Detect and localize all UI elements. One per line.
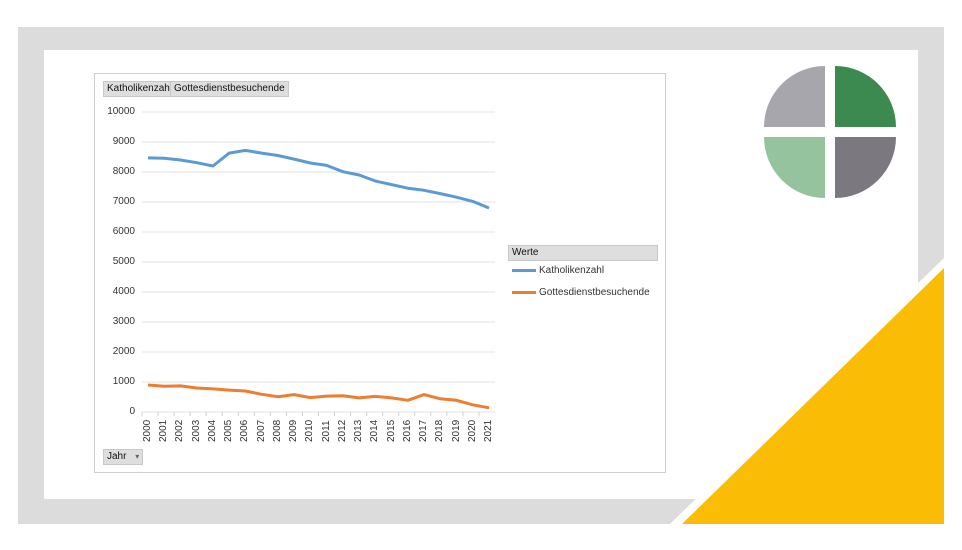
legend-item-gottesdienstbesuchende[interactable]: Gottesdienstbesuchende [512,286,650,300]
data-point-gottesdienstbesuchende-2008[interactable] [275,394,280,399]
data-point-katholikenzahl-2020[interactable] [470,199,475,204]
x-tick-label: 2020 [466,419,478,442]
x-tick-label: 2017 [418,419,430,442]
data-point-katholikenzahl-2003[interactable] [194,160,199,165]
logo-quadrant-top-right [835,66,896,127]
axis-field-label: Jahr [107,451,127,462]
x-tick-label: 2019 [450,419,462,442]
legend-swatch-katholikenzahl [512,268,536,272]
data-point-gottesdienstbesuchende-2001[interactable] [162,384,167,389]
data-point-gottesdienstbesuchende-2018[interactable] [438,396,443,401]
x-tick-label: 2013 [353,419,365,442]
logo [764,66,896,198]
legend-label-gottesdienstbesuchende: Gottesdienstbesuchende [539,287,650,298]
y-tick-label: 4000 [112,286,135,297]
data-point-gottesdienstbesuchende-2021[interactable] [487,405,492,410]
data-point-gottesdienstbesuchende-2009[interactable] [292,392,297,397]
logo-quadrant-bottom-right [835,137,896,198]
data-point-katholikenzahl-2001[interactable] [162,156,167,161]
data-point-gottesdienstbesuchende-2005[interactable] [227,388,232,393]
data-point-gottesdienstbesuchende-2003[interactable] [194,386,199,391]
x-tick-label: 2003 [190,419,202,442]
x-tick-label: 2000 [142,419,153,442]
value-button-gottesdienstbesuchende[interactable]: Gottesdienstbesuchende [170,81,289,97]
data-point-katholikenzahl-2008[interactable] [275,153,280,158]
legend-label-katholikenzahl: Katholikenzahl [539,265,605,276]
x-tick-label: 2009 [288,419,300,442]
data-point-gottesdienstbesuchende-2006[interactable] [243,389,248,394]
data-point-gottesdienstbesuchende-2004[interactable] [210,386,215,391]
data-point-katholikenzahl-2014[interactable] [373,179,378,184]
x-tick-label: 2016 [401,419,413,442]
y-tick-label: 0 [129,406,135,417]
y-tick-label: 6000 [112,226,135,237]
y-tick-label: 2000 [112,346,135,357]
logo-quadrant-top-left [764,66,825,127]
data-point-katholikenzahl-2004[interactable] [210,164,215,169]
data-point-katholikenzahl-2017[interactable] [422,188,427,193]
x-tick-label: 2011 [320,420,332,442]
x-tick-label: 2014 [369,419,381,442]
y-tick-label: 9000 [112,136,135,147]
y-tick-label: 8000 [112,166,135,177]
data-point-katholikenzahl-2006[interactable] [243,148,248,153]
plot-area [141,111,495,416]
data-point-gottesdienstbesuchende-2012[interactable] [340,393,345,398]
data-point-gottesdienstbesuchende-2002[interactable] [178,383,183,388]
data-point-katholikenzahl-2015[interactable] [389,182,394,187]
pivot-chart[interactable]: Katholikenzahl Gottesdienstbesuchende 10… [94,73,666,473]
logo-quadrant-bottom-left [764,137,825,198]
data-point-katholikenzahl-2011[interactable] [324,163,329,168]
x-tick-label: 2005 [223,419,235,442]
x-tick-label: 2001 [158,419,170,442]
x-tick-label: 2012 [336,419,348,442]
x-tick-label: 2018 [434,419,446,442]
y-tick-label: 1000 [112,376,135,387]
x-tick-label: 2021 [483,419,494,442]
x-tick-label: 2010 [304,419,316,442]
data-point-katholikenzahl-2013[interactable] [357,173,362,178]
data-point-gottesdienstbesuchende-2014[interactable] [373,394,378,399]
series-line-gottesdienstbesuchende[interactable] [147,383,490,410]
data-point-katholikenzahl-2016[interactable] [405,186,410,191]
x-tick-label: 2004 [206,419,218,442]
data-point-katholikenzahl-2019[interactable] [454,195,459,200]
dropdown-arrow-icon: ▾ [135,452,140,461]
x-tick-label: 2008 [271,419,283,442]
axis-field-button-jahr[interactable]: Jahr ▾ [103,449,144,465]
legend-swatch-gottesdienstbesuchende [512,290,536,294]
x-tick-label: 2015 [385,419,397,442]
data-point-katholikenzahl-2005[interactable] [227,151,232,156]
data-point-gottesdienstbesuchende-2010[interactable] [308,395,313,400]
data-point-katholikenzahl-2007[interactable] [259,151,264,156]
data-point-katholikenzahl-2018[interactable] [438,191,443,196]
x-tick-label: 2006 [239,419,251,442]
data-point-katholikenzahl-2009[interactable] [292,157,297,162]
value-button-katholikenzahl[interactable]: Katholikenzahl [103,81,177,97]
y-tick-label: 5000 [112,256,135,267]
data-point-gottesdienstbesuchende-2020[interactable] [470,402,475,407]
data-point-gottesdienstbesuchende-2017[interactable] [422,392,427,397]
data-point-gottesdienstbesuchende-2000[interactable] [146,383,151,388]
data-point-katholikenzahl-2000[interactable] [146,155,151,160]
data-point-gottesdienstbesuchende-2007[interactable] [259,392,264,397]
data-point-katholikenzahl-2010[interactable] [308,161,313,166]
data-point-katholikenzahl-2012[interactable] [340,169,345,174]
x-tick-label: 2002 [174,419,186,442]
data-point-katholikenzahl-2002[interactable] [178,158,183,163]
data-point-gottesdienstbesuchende-2016[interactable] [405,398,410,403]
y-tick-label: 10000 [107,106,135,117]
data-point-katholikenzahl-2021[interactable] [487,206,492,211]
y-tick-label: 3000 [112,316,135,327]
data-point-gottesdienstbesuchende-2015[interactable] [389,395,394,400]
data-point-gottesdienstbesuchende-2011[interactable] [324,394,329,399]
legend-title: Werte [508,245,658,261]
legend-item-katholikenzahl[interactable]: Katholikenzahl [512,264,604,278]
x-tick-label: 2007 [255,419,267,442]
y-tick-label: 7000 [112,196,135,207]
series-line-katholikenzahl[interactable] [147,148,490,210]
data-point-gottesdienstbesuchende-2019[interactable] [454,398,459,403]
data-point-gottesdienstbesuchende-2013[interactable] [357,395,362,400]
